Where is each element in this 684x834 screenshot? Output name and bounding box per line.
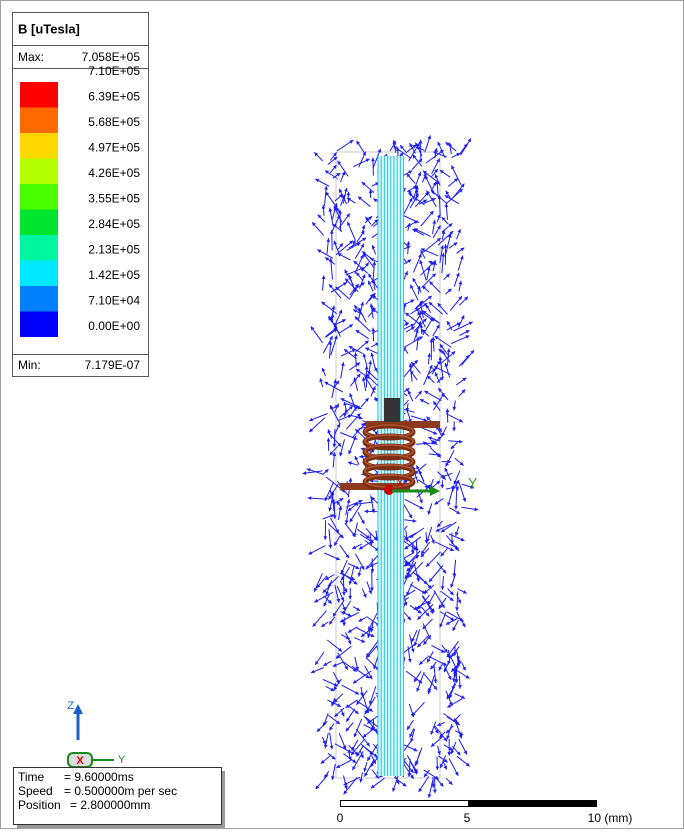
color-band: [20, 133, 58, 159]
color-band: [20, 312, 58, 338]
legend-label: 7.10E+04: [88, 294, 140, 308]
color-band: [20, 184, 58, 210]
scale-label: 5: [464, 811, 471, 825]
min-label: Min:: [18, 358, 41, 372]
legend-label: 1.42E+05: [88, 268, 140, 282]
status-key: Speed: [18, 784, 53, 798]
axis-label: Z: [67, 700, 74, 712]
axis-label: Y: [118, 754, 126, 766]
axis-label: Y: [468, 475, 478, 491]
color-band: [20, 261, 58, 287]
legend-label: 7.10E+05: [88, 64, 140, 78]
coil: [365, 425, 413, 488]
color-band: [20, 108, 58, 134]
axis-label: X: [76, 755, 84, 767]
status-key: Position: [18, 798, 61, 812]
status-key: Time: [18, 770, 45, 784]
legend-label: 4.97E+05: [88, 141, 140, 155]
legend-label: 2.13E+05: [88, 243, 140, 257]
status-value: = 0.500000m per sec: [64, 784, 177, 798]
legend-label: 3.55E+05: [88, 192, 140, 206]
armature: [384, 398, 400, 422]
scale-label: 10 (mm): [588, 811, 633, 825]
legend-label: 4.26E+05: [88, 166, 140, 180]
scale-label: 0: [337, 811, 344, 825]
color-band: [20, 159, 58, 185]
max-value: 7.058E+05: [82, 50, 141, 64]
axis-label: X: [396, 476, 404, 490]
legend-label: 2.84E+05: [88, 217, 140, 231]
status-value: = 9.60000ms: [64, 770, 134, 784]
legend-label: 5.68E+05: [88, 115, 140, 129]
color-band: [20, 210, 58, 236]
scale-white: [341, 801, 469, 807]
min-value: 7.179E-07: [85, 358, 141, 372]
legend-title: B [uTesla]: [18, 21, 80, 36]
color-band: [20, 286, 58, 312]
max-label: Max:: [18, 50, 44, 64]
legend-label: 0.00E+00: [88, 319, 140, 333]
color-band: [20, 235, 58, 261]
legend-label: 6.39E+05: [88, 90, 140, 104]
scale-black: [469, 801, 597, 807]
color-band: [20, 82, 58, 108]
status-value: = 2.800000mm: [70, 798, 150, 812]
